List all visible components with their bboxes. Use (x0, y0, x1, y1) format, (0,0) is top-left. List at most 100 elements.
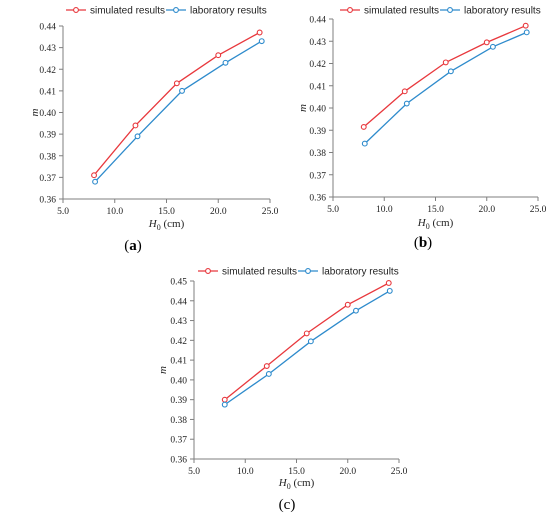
legend-entry-simulated: simulated results (66, 6, 165, 17)
x-axis-label: H0 (cm) (148, 218, 185, 232)
x-tick-label: 15.0 (288, 467, 305, 477)
data-point (221, 396, 228, 403)
y-tick-label: 0.41 (39, 87, 56, 97)
data-point (303, 330, 310, 337)
y-tick-label: 0.39 (170, 396, 187, 406)
y-axis-label: m (157, 366, 169, 374)
series-line-laboratory (364, 31, 527, 145)
data-point (353, 307, 359, 314)
y-tick-label: 0.43 (309, 38, 326, 48)
x-tick-label: 10.0 (237, 467, 254, 477)
data-point (344, 301, 351, 308)
chart-panel-2: 0.36 0.37 0.38 0.39 0.40 0.41 0.42 0.43 0.44 5.0 1… (297, 6, 547, 252)
panel-label: (a) (124, 238, 142, 254)
y-tick-label: 0.41 (309, 82, 326, 92)
legend-entry-laboratory: laboratory results (298, 267, 399, 278)
chart-panel-3: 0.36 0.37 0.38 0.39 0.40 0.41 0.42 0.43 0.44 0.45… (157, 267, 408, 514)
x-tick-label: 15.0 (158, 207, 175, 217)
legend-entry-laboratory: laboratory results (440, 6, 541, 17)
panel-label: (c) (279, 497, 296, 513)
legend-label: laboratory results (190, 6, 267, 17)
legend-entry-simulated: simulated results (340, 6, 439, 17)
data-point (360, 123, 367, 130)
legend-marker (447, 7, 453, 13)
legend-marker (205, 268, 211, 274)
legend-label: laboratory results (322, 267, 399, 278)
y-tick-label: 0.36 (170, 456, 187, 466)
data-point (258, 38, 265, 45)
panel-label: (b) (414, 235, 432, 251)
x-tick-label: 5.0 (327, 205, 339, 215)
data-point (173, 80, 180, 87)
x-axis-label-unit: (cm) (161, 218, 185, 230)
x-axis-label-sub: 0 (287, 482, 291, 491)
data-point (222, 59, 229, 66)
x-axis-label-unit: (cm) (430, 217, 454, 229)
x-axis-label: H0 (cm) (278, 477, 315, 491)
y-tick-label: 0.42 (39, 66, 56, 76)
data-point (447, 68, 454, 75)
legend-label: simulated results (90, 6, 165, 17)
y-tick-label: 0.41 (170, 357, 187, 367)
data-point (442, 59, 449, 66)
y-tick-label: 0.44 (170, 297, 187, 307)
data-point (307, 338, 314, 345)
legend-marker (173, 7, 179, 13)
data-point (403, 100, 410, 107)
y-tick-label: 0.39 (309, 127, 326, 137)
series-line-simulated (93, 31, 260, 176)
data-point (132, 122, 139, 129)
x-axis-label-sub: 0 (426, 222, 430, 231)
data-point (483, 39, 490, 46)
data-point (385, 280, 392, 286)
x-tick-label: 15.0 (427, 205, 444, 215)
x-tick-label: 10.0 (106, 207, 123, 217)
y-tick-label: 0.45 (170, 278, 187, 288)
x-tick-label: 25.0 (262, 207, 279, 217)
y-tick-label: 0.38 (39, 152, 56, 162)
data-point (215, 52, 222, 59)
data-point (179, 87, 185, 94)
data-point (401, 88, 408, 95)
x-tick-label: 5.0 (57, 207, 69, 217)
x-tick-label: 25.0 (391, 467, 408, 477)
y-tick-label: 0.40 (309, 105, 326, 115)
x-axis-label: H0 (cm) (417, 217, 454, 231)
y-tick-label: 0.36 (309, 194, 326, 204)
y-tick-label: 0.40 (170, 376, 187, 386)
y-tick-label: 0.37 (39, 174, 56, 184)
data-point (489, 43, 496, 50)
x-tick-label: 20.0 (339, 467, 356, 477)
y-tick-label: 0.42 (170, 337, 187, 347)
y-tick-label: 0.36 (39, 196, 56, 206)
x-tick-label: 20.0 (210, 207, 227, 217)
data-point (134, 133, 141, 140)
y-tick-label: 0.40 (39, 109, 56, 119)
y-axis-label: m (297, 104, 309, 112)
y-tick-label: 0.43 (170, 317, 187, 327)
data-point (522, 22, 529, 29)
x-axis-label-var: H (417, 217, 427, 229)
x-tick-label: 5.0 (188, 467, 200, 477)
x-tick-label: 10.0 (376, 205, 393, 215)
x-axis-label-sub: 0 (157, 223, 161, 232)
y-tick-label: 0.37 (309, 171, 326, 181)
x-axis-label-unit: (cm) (291, 477, 315, 489)
x-tick-label: 20.0 (478, 205, 495, 215)
data-point (265, 371, 272, 377)
series-line-simulated (224, 282, 390, 401)
series-line-laboratory (224, 290, 391, 406)
data-point (263, 363, 270, 369)
x-axis-label-var: H (278, 477, 288, 489)
y-tick-label: 0.43 (39, 44, 56, 54)
y-tick-label: 0.38 (170, 416, 187, 426)
series-line-laboratory (94, 40, 263, 183)
legend-label: simulated results (222, 267, 297, 278)
legend-marker (305, 268, 311, 274)
legend-label: simulated results (364, 6, 439, 17)
data-point (386, 287, 393, 294)
y-tick-label: 0.39 (39, 131, 56, 141)
data-point (256, 29, 263, 36)
y-tick-label: 0.38 (309, 149, 326, 159)
